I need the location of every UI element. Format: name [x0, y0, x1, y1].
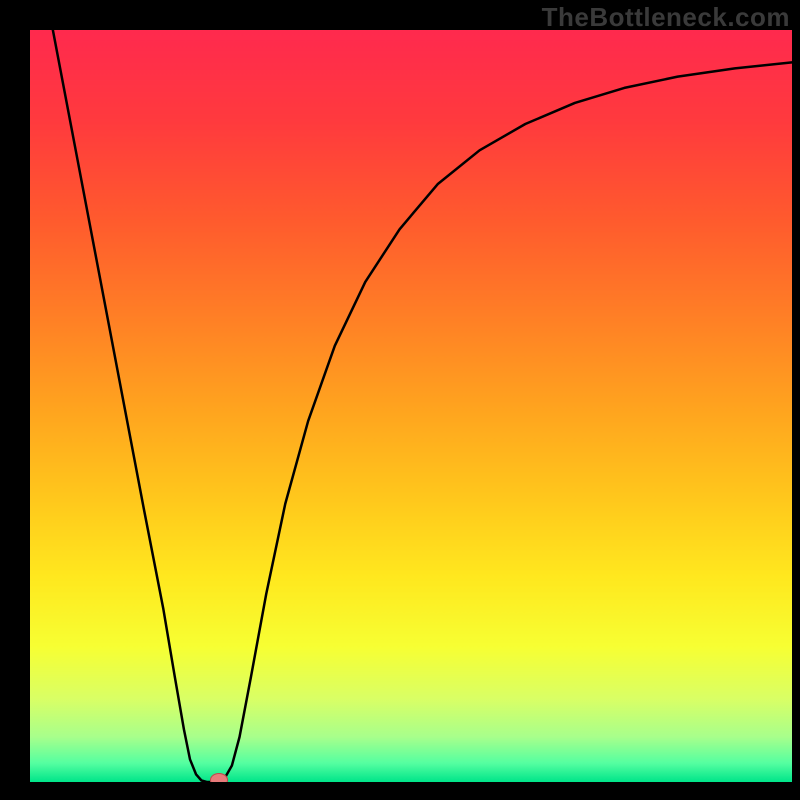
- minimum-marker: [210, 773, 228, 782]
- watermark-text: TheBottleneck.com: [542, 2, 790, 33]
- gradient-background: [30, 30, 792, 782]
- chart-stage: TheBottleneck.com: [0, 0, 800, 800]
- plot-area: [30, 30, 792, 782]
